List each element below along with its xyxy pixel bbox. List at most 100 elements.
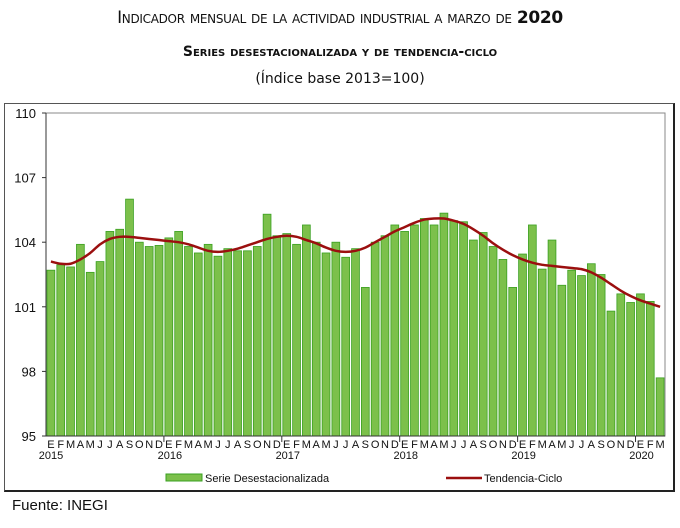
month-label: E <box>165 439 172 451</box>
bar <box>459 221 468 437</box>
legend-label-trend: Tendencia-Ciclo <box>484 473 562 485</box>
month-label: J <box>579 439 585 451</box>
month-label: S <box>480 439 487 451</box>
bar <box>154 245 164 437</box>
chart-title-text: Indicador mensual de la actividad indust… <box>117 8 512 28</box>
year-label: 2020 <box>629 450 653 462</box>
month-label: M <box>538 439 547 451</box>
month-label: J <box>569 439 575 451</box>
bar <box>370 241 380 437</box>
legend-bar-swatch <box>165 473 203 482</box>
bar <box>311 241 321 437</box>
bar <box>508 287 518 437</box>
bar <box>410 224 419 437</box>
month-label: A <box>470 439 478 451</box>
month-label: F <box>411 439 418 451</box>
month-label: J <box>343 439 349 451</box>
month-label: A <box>313 439 321 451</box>
y-tick-label: 110 <box>15 106 36 121</box>
month-label: D <box>155 439 163 451</box>
bar <box>233 250 242 437</box>
bar <box>547 239 557 437</box>
bar <box>606 310 616 437</box>
month-label: F <box>175 439 182 451</box>
bar <box>243 250 252 437</box>
month-label: J <box>333 439 339 451</box>
bar <box>321 252 331 437</box>
bar <box>645 301 655 437</box>
year-label: 2019 <box>511 450 535 462</box>
bar <box>626 302 635 437</box>
bar <box>262 213 272 437</box>
month-label: M <box>321 439 330 451</box>
bar <box>174 231 183 437</box>
bar <box>419 218 429 437</box>
bar <box>390 224 400 437</box>
month-label: J <box>107 439 113 451</box>
trend-line <box>50 217 661 308</box>
bar <box>105 231 115 437</box>
month-label: E <box>637 439 644 451</box>
bar <box>537 268 547 437</box>
month-label: N <box>263 439 271 451</box>
month-label: E <box>283 439 290 451</box>
bar <box>46 269 56 437</box>
bar <box>361 287 370 437</box>
bar <box>596 274 606 437</box>
month-label: N <box>617 439 625 451</box>
month-label: F <box>57 439 64 451</box>
bar <box>528 224 537 437</box>
y-tick-label: 107 <box>14 171 36 186</box>
bar <box>616 293 626 437</box>
bar <box>223 248 233 437</box>
bar <box>144 246 154 437</box>
month-label: S <box>597 439 604 451</box>
month-label: A <box>352 439 360 451</box>
bar <box>567 269 576 437</box>
month-label: N <box>145 439 153 451</box>
month-label: N <box>499 439 507 451</box>
chart-frame <box>4 103 675 492</box>
month-label: O <box>489 439 498 451</box>
month-label: J <box>97 439 103 451</box>
month-label: F <box>293 439 300 451</box>
bar <box>213 255 223 437</box>
bar <box>429 224 439 437</box>
month-label: A <box>195 439 203 451</box>
bar <box>125 198 134 437</box>
bar <box>302 224 311 437</box>
month-label: S <box>126 439 133 451</box>
bar <box>655 377 665 437</box>
month-label: A <box>116 439 124 451</box>
y-tick-label: 98 <box>22 364 36 379</box>
month-label: F <box>529 439 536 451</box>
y-tick-label: 101 <box>14 300 36 315</box>
bar <box>380 235 390 437</box>
chart-title: Indicador mensual de la actividad indust… <box>0 8 680 28</box>
bar <box>193 252 203 437</box>
month-label: O <box>371 439 380 451</box>
bar <box>203 243 213 437</box>
month-label: O <box>135 439 144 451</box>
month-label: D <box>509 439 517 451</box>
chart-base-note: (Índice base 2013=100) <box>255 71 425 87</box>
bar <box>95 261 105 437</box>
month-label: A <box>548 439 556 451</box>
month-label: M <box>66 439 75 451</box>
bar <box>557 284 567 437</box>
bar <box>331 241 341 437</box>
source-note: Fuente: INEGI <box>12 497 108 514</box>
month-label: J <box>215 439 221 451</box>
bar <box>85 271 95 437</box>
bar <box>341 256 350 437</box>
year-label: 2017 <box>276 450 300 462</box>
month-label: D <box>391 439 399 451</box>
bar <box>400 231 409 437</box>
month-label: E <box>47 439 54 451</box>
month-label: D <box>627 439 635 451</box>
month-label: M <box>420 439 429 451</box>
chart-title-year: 2020 <box>516 8 563 28</box>
bar <box>586 263 596 437</box>
month-label: M <box>302 439 311 451</box>
